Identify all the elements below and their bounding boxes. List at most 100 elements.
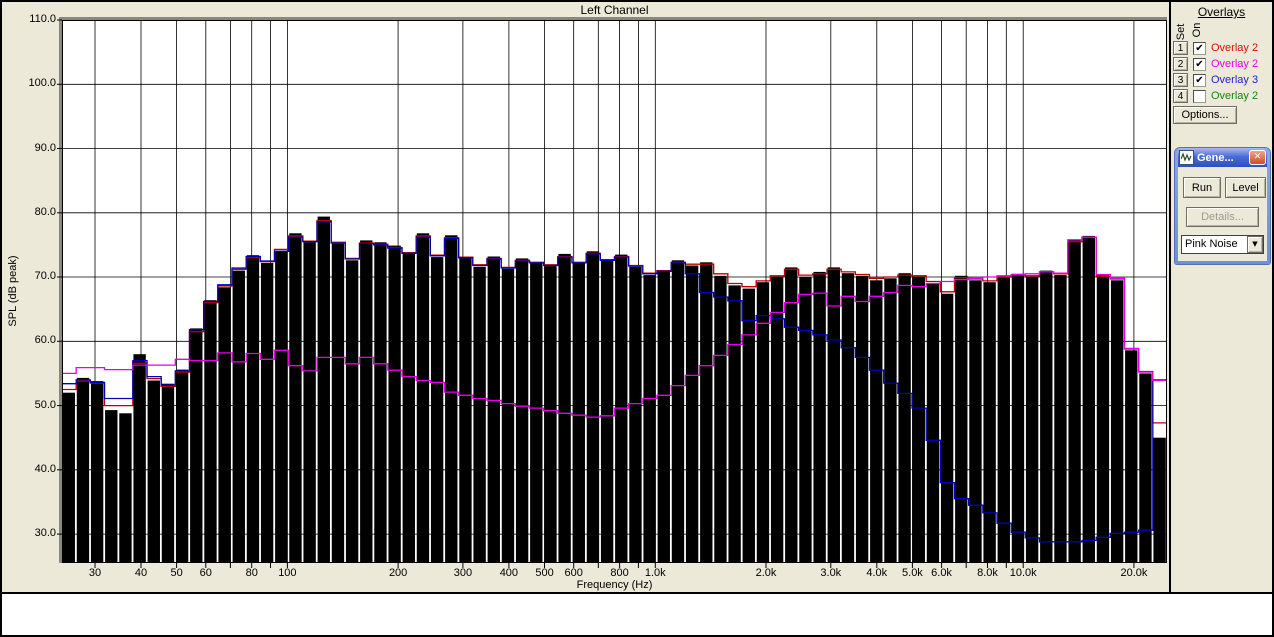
overlay-label: Overlay 2 — [1211, 90, 1259, 102]
spectrum-bar — [1082, 235, 1095, 563]
overlay-on-checkbox-4[interactable] — [1193, 89, 1206, 103]
generator-window-title: Gene... — [1197, 151, 1234, 164]
overlay-on-checkbox-2[interactable]: ✔ — [1193, 57, 1206, 71]
x-tick-label: 200 — [388, 567, 408, 579]
run-button[interactable]: Run — [1183, 177, 1221, 198]
spectrum-bar — [813, 271, 826, 563]
spectrum-bar — [1054, 275, 1067, 563]
generator-titlebar[interactable]: Gene... ✕ — [1178, 148, 1267, 167]
spectrum-bar — [147, 380, 160, 563]
spectrum-bar — [331, 243, 345, 563]
spectrum-bar — [1125, 350, 1138, 563]
spectrum-bar — [884, 278, 897, 563]
spectrum-bar — [360, 240, 373, 563]
y-tick-label: 90.0 — [34, 141, 56, 154]
spectrum-bar — [544, 266, 557, 563]
x-tick-label: 10.0k — [1009, 567, 1037, 579]
x-tick-label: 600 — [564, 567, 583, 579]
spectrum-bar — [728, 285, 741, 563]
spectrum-bar — [997, 275, 1010, 563]
overlay-trace — [62, 236, 1167, 418]
spectrum-bar — [76, 377, 90, 563]
overlay-rows: 1 ✔ Overlay 2 2 ✔ Overlay 2 3 ✔ Overlay 3 4 Overla… — [1173, 40, 1271, 104]
overlay-row: 4 Overlay 2 — [1173, 88, 1271, 104]
overlay-label: Overlay 3 — [1211, 74, 1259, 86]
y-tick-label: 80.0 — [34, 205, 56, 218]
spectrum-bar — [119, 413, 132, 563]
close-icon[interactable]: ✕ — [1249, 150, 1266, 165]
chevron-down-icon[interactable]: ▼ — [1247, 236, 1263, 253]
x-tick-label: 60 — [199, 567, 212, 579]
x-tick-label: 6.0k — [931, 567, 952, 579]
overlay-set-button-2[interactable]: 2 — [1173, 57, 1188, 71]
spectrum-bar — [515, 258, 529, 563]
spectrum-bar — [969, 280, 982, 563]
spectrum-bar — [714, 275, 727, 563]
spectrum-bar — [105, 410, 118, 563]
spectrum-bar — [827, 267, 840, 563]
x-tick-label: 20.0k — [1120, 567, 1148, 579]
spectrum-bar — [629, 266, 642, 563]
y-tick-label: 40.0 — [34, 462, 56, 475]
spectrum-bar — [530, 263, 543, 563]
spectrum-bar — [246, 255, 260, 563]
spectrum-bar — [175, 369, 189, 563]
spectrum-bar — [473, 266, 486, 563]
generator-waveform-icon — [1179, 150, 1194, 165]
spectrum-bar — [260, 262, 274, 563]
x-tick-label: 2.0k — [755, 567, 777, 579]
spectrum-bar — [1139, 373, 1152, 563]
generator-window: Gene... ✕ Run Level Details... Pink Nois… — [1175, 148, 1270, 264]
spectrum-bar — [1040, 270, 1053, 563]
spectrum-bar — [232, 270, 245, 563]
spectrum-bar — [487, 256, 500, 563]
spectrum-bar — [657, 271, 670, 563]
x-tick-label: 30 — [88, 567, 102, 579]
spectrum-bar — [317, 216, 330, 563]
x-tick-label: 80 — [245, 567, 258, 579]
options-button[interactable]: Options... — [1173, 106, 1237, 124]
spectrum-bar — [671, 260, 685, 563]
y-tick-label: 110.0 — [29, 13, 56, 25]
generator-window-body: Run Level Details... Pink Noise ▼ — [1178, 167, 1267, 261]
spectrum-bar — [90, 381, 104, 563]
overlay-row: 3 ✔ Overlay 3 — [1173, 72, 1271, 88]
spectrum-bar — [572, 263, 585, 563]
x-tick-label: 3.0k — [820, 567, 842, 579]
spectrum-bar — [445, 235, 458, 564]
level-button[interactable]: Level — [1225, 177, 1266, 198]
spectrum-plot[interactable] — [56, 17, 1173, 569]
spectrum-bar — [430, 257, 444, 563]
signal-select[interactable]: Pink Noise ▼ — [1181, 235, 1264, 254]
spectrum-bar — [770, 277, 784, 563]
spectrum-bar — [955, 275, 968, 563]
spectrum-bar — [685, 265, 699, 563]
spectrum-bar — [402, 253, 415, 563]
details-button[interactable]: Details... — [1186, 207, 1259, 227]
spectrum-bar — [1153, 437, 1166, 563]
spectrum-bar — [742, 288, 755, 563]
overlay-on-checkbox-3[interactable]: ✔ — [1193, 73, 1206, 87]
chart-title: Left Channel — [580, 3, 649, 17]
overlay-set-button-1[interactable]: 1 — [1173, 41, 1188, 55]
spectrum-bar — [501, 268, 515, 563]
x-tick-label: 800 — [610, 567, 629, 579]
overlay-set-button-4[interactable]: 4 — [1173, 89, 1188, 103]
x-tick-label: 4.0k — [866, 567, 888, 579]
spectrum-bar — [133, 354, 146, 563]
spectrum-bar — [1110, 280, 1124, 563]
spectrum-bar — [898, 273, 911, 563]
spectrum-bar — [558, 253, 571, 563]
spectrum-bar — [643, 275, 656, 563]
spectrum-bar — [62, 392, 75, 563]
plot-frame — [62, 20, 1167, 563]
overlay-on-checkbox-1[interactable]: ✔ — [1193, 41, 1206, 55]
spectrum-bar — [586, 251, 600, 564]
spectrum-bar — [345, 260, 359, 563]
overlay-set-button-3[interactable]: 3 — [1173, 73, 1188, 87]
spectrum-bar — [289, 233, 302, 564]
spectrum-bar — [374, 242, 387, 564]
y-tick-label: 70.0 — [34, 270, 56, 283]
spectrum-bar — [459, 258, 472, 563]
